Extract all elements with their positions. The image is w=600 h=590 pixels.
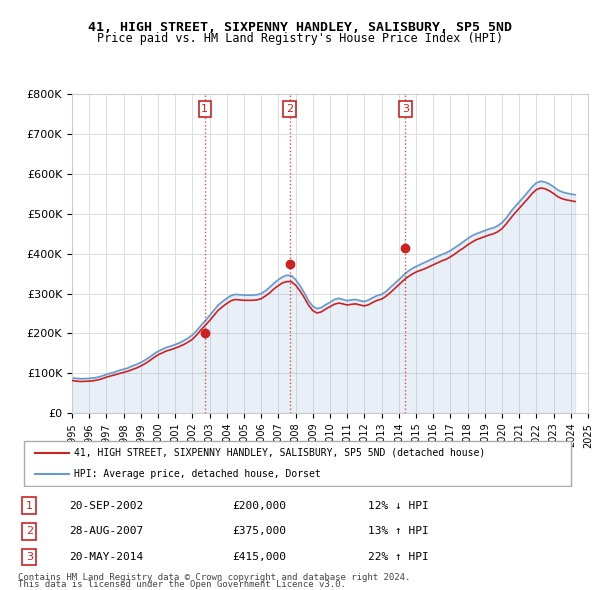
Text: 20-SEP-2002: 20-SEP-2002: [69, 500, 143, 510]
Text: 3: 3: [26, 552, 33, 562]
Text: 41, HIGH STREET, SIXPENNY HANDLEY, SALISBURY, SP5 5ND (detached house): 41, HIGH STREET, SIXPENNY HANDLEY, SALIS…: [74, 448, 485, 458]
Text: 41, HIGH STREET, SIXPENNY HANDLEY, SALISBURY, SP5 5ND: 41, HIGH STREET, SIXPENNY HANDLEY, SALIS…: [88, 21, 512, 34]
Text: £375,000: £375,000: [232, 526, 286, 536]
Text: £415,000: £415,000: [232, 552, 286, 562]
Text: Price paid vs. HM Land Registry's House Price Index (HPI): Price paid vs. HM Land Registry's House …: [97, 32, 503, 45]
Text: 28-AUG-2007: 28-AUG-2007: [69, 526, 143, 536]
Text: 1: 1: [26, 500, 33, 510]
Text: 20-MAY-2014: 20-MAY-2014: [69, 552, 143, 562]
Text: £200,000: £200,000: [232, 500, 286, 510]
Text: 22% ↑ HPI: 22% ↑ HPI: [368, 552, 428, 562]
FancyBboxPatch shape: [23, 441, 571, 486]
Text: 3: 3: [402, 104, 409, 114]
Text: 2: 2: [26, 526, 33, 536]
Text: 2: 2: [286, 104, 293, 114]
Text: 1: 1: [201, 104, 208, 114]
Text: HPI: Average price, detached house, Dorset: HPI: Average price, detached house, Dors…: [74, 468, 321, 478]
Text: Contains HM Land Registry data © Crown copyright and database right 2024.: Contains HM Land Registry data © Crown c…: [18, 573, 410, 582]
Text: 12% ↓ HPI: 12% ↓ HPI: [368, 500, 428, 510]
Text: 13% ↑ HPI: 13% ↑ HPI: [368, 526, 428, 536]
Text: This data is licensed under the Open Government Licence v3.0.: This data is licensed under the Open Gov…: [18, 581, 346, 589]
